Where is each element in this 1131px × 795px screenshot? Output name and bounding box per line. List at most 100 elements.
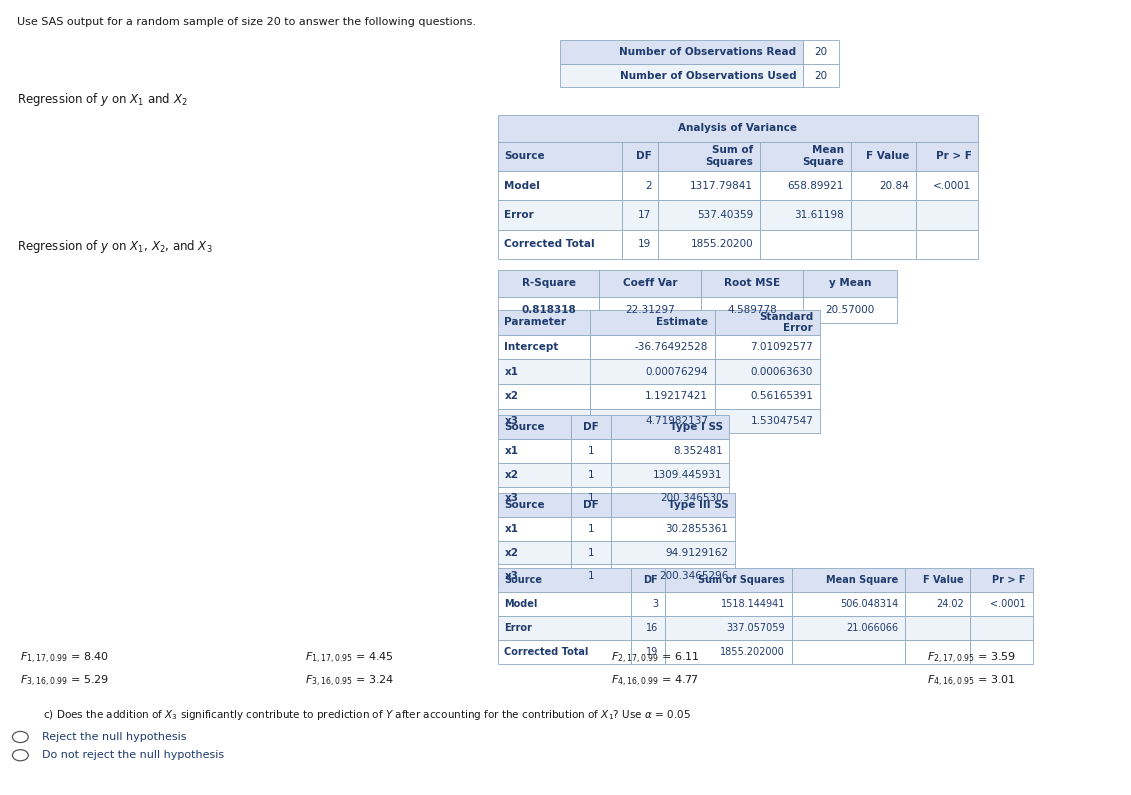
Text: 1: 1	[588, 446, 594, 456]
FancyBboxPatch shape	[701, 297, 803, 323]
FancyBboxPatch shape	[701, 270, 803, 297]
FancyBboxPatch shape	[970, 616, 1033, 640]
Text: Error: Error	[504, 623, 533, 633]
Text: 1: 1	[588, 524, 594, 533]
FancyBboxPatch shape	[560, 64, 803, 87]
Text: Regression of $y$ on $X_1$, $X_2$, and $X_3$: Regression of $y$ on $X_1$, $X_2$, and $…	[17, 238, 213, 255]
Text: Estimate: Estimate	[656, 317, 708, 328]
Text: Standard
Error: Standard Error	[759, 312, 813, 333]
Text: 337.057059: 337.057059	[726, 623, 785, 633]
FancyBboxPatch shape	[498, 310, 590, 335]
Text: Sum of Squares: Sum of Squares	[698, 576, 785, 585]
FancyBboxPatch shape	[905, 568, 970, 592]
FancyBboxPatch shape	[803, 270, 897, 297]
Text: 3: 3	[653, 599, 658, 609]
FancyBboxPatch shape	[970, 640, 1033, 664]
Text: 16: 16	[646, 623, 658, 633]
FancyBboxPatch shape	[498, 270, 599, 297]
Text: 17: 17	[638, 210, 651, 220]
Text: 24.02: 24.02	[935, 599, 964, 609]
Text: $F_{4,16, 0.99}$ = 4.77: $F_{4,16, 0.99}$ = 4.77	[611, 674, 699, 688]
FancyBboxPatch shape	[622, 142, 658, 171]
FancyBboxPatch shape	[590, 409, 715, 433]
Text: 4.589778: 4.589778	[727, 304, 777, 315]
FancyBboxPatch shape	[498, 297, 599, 323]
Text: Model: Model	[504, 599, 538, 609]
FancyBboxPatch shape	[498, 142, 622, 171]
Text: 0.818318: 0.818318	[521, 304, 576, 315]
FancyBboxPatch shape	[571, 493, 611, 517]
Text: Mean Square: Mean Square	[826, 576, 898, 585]
Text: Coeff Var: Coeff Var	[623, 278, 677, 289]
FancyBboxPatch shape	[792, 592, 905, 616]
FancyBboxPatch shape	[851, 200, 916, 230]
Text: Parameter: Parameter	[504, 317, 567, 328]
Text: <.0001: <.0001	[991, 599, 1026, 609]
FancyBboxPatch shape	[760, 142, 851, 171]
Text: 94.9129162: 94.9129162	[665, 548, 728, 557]
FancyBboxPatch shape	[590, 310, 715, 335]
FancyBboxPatch shape	[590, 335, 715, 359]
FancyBboxPatch shape	[571, 463, 611, 487]
Text: 1855.20200: 1855.20200	[691, 239, 753, 250]
Text: Do not reject the null hypothesis: Do not reject the null hypothesis	[42, 750, 224, 760]
FancyBboxPatch shape	[905, 616, 970, 640]
Text: 19: 19	[646, 647, 658, 657]
Text: 658.89921: 658.89921	[787, 180, 844, 191]
Text: Use SAS output for a random sample of size 20 to answer the following questions.: Use SAS output for a random sample of si…	[17, 17, 476, 28]
Text: F Value: F Value	[923, 576, 964, 585]
Text: -36.76492528: -36.76492528	[634, 342, 708, 352]
Text: 19: 19	[638, 239, 651, 250]
FancyBboxPatch shape	[611, 564, 735, 588]
Text: Type III SS: Type III SS	[667, 500, 728, 510]
Text: 2: 2	[645, 180, 651, 191]
FancyBboxPatch shape	[611, 493, 735, 517]
FancyBboxPatch shape	[498, 493, 571, 517]
Text: c) Does the addition of $X_3$ significantly contribute to prediction of $Y$ afte: c) Does the addition of $X_3$ significan…	[43, 708, 691, 723]
Text: 20.84: 20.84	[880, 180, 909, 191]
FancyBboxPatch shape	[498, 541, 571, 564]
Text: 21.066066: 21.066066	[846, 623, 898, 633]
FancyBboxPatch shape	[803, 297, 897, 323]
FancyBboxPatch shape	[498, 439, 571, 463]
FancyBboxPatch shape	[498, 359, 590, 384]
FancyBboxPatch shape	[611, 517, 735, 541]
FancyBboxPatch shape	[905, 640, 970, 664]
Text: Number of Observations Read: Number of Observations Read	[619, 47, 796, 56]
FancyBboxPatch shape	[665, 616, 792, 640]
FancyBboxPatch shape	[851, 230, 916, 259]
FancyBboxPatch shape	[571, 415, 611, 439]
Text: Intercept: Intercept	[504, 342, 559, 352]
Text: DF: DF	[636, 151, 651, 161]
Text: DF: DF	[644, 576, 658, 585]
FancyBboxPatch shape	[715, 335, 820, 359]
Text: 1.53047547: 1.53047547	[750, 416, 813, 426]
FancyBboxPatch shape	[571, 487, 611, 510]
FancyBboxPatch shape	[658, 230, 760, 259]
Text: x2: x2	[504, 548, 518, 557]
FancyBboxPatch shape	[658, 200, 760, 230]
FancyBboxPatch shape	[760, 171, 851, 200]
Text: Number of Observations Used: Number of Observations Used	[620, 71, 796, 80]
Text: Mean
Square: Mean Square	[802, 145, 844, 167]
Text: 0.56165391: 0.56165391	[750, 391, 813, 401]
Text: x3: x3	[504, 416, 518, 426]
Text: Root MSE: Root MSE	[724, 278, 780, 289]
FancyBboxPatch shape	[631, 568, 665, 592]
Text: Model: Model	[504, 180, 541, 191]
Text: Source: Source	[504, 422, 545, 432]
FancyBboxPatch shape	[760, 230, 851, 259]
Text: 1317.79841: 1317.79841	[690, 180, 753, 191]
Text: DF: DF	[584, 422, 598, 432]
Text: $F_{4,16, 0.95}$ = 3.01: $F_{4,16, 0.95}$ = 3.01	[927, 674, 1017, 688]
Text: R-Square: R-Square	[521, 278, 576, 289]
Text: 1855.202000: 1855.202000	[720, 647, 785, 657]
FancyBboxPatch shape	[498, 335, 590, 359]
FancyBboxPatch shape	[665, 640, 792, 664]
FancyBboxPatch shape	[622, 200, 658, 230]
Text: 4.71982137: 4.71982137	[645, 416, 708, 426]
Text: <.0001: <.0001	[933, 180, 972, 191]
FancyBboxPatch shape	[498, 384, 590, 409]
Text: 200.346530: 200.346530	[661, 494, 723, 503]
Text: Regression of $y$ on $X_1$ and $X_2$: Regression of $y$ on $X_1$ and $X_2$	[17, 91, 188, 108]
